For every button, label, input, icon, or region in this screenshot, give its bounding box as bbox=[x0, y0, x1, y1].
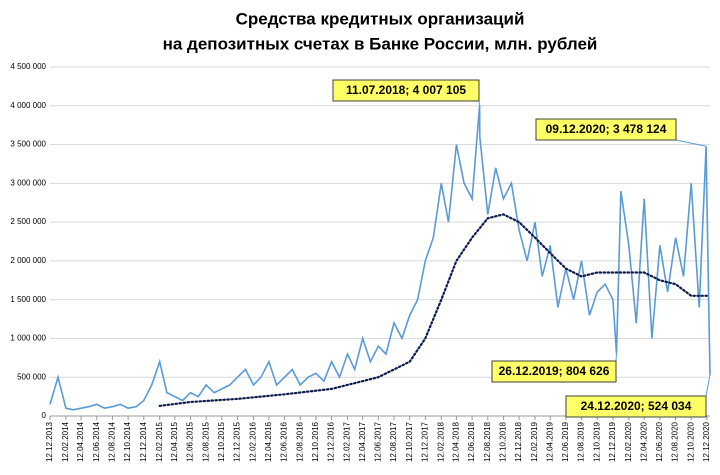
x-tick-label: 12.04.2019 bbox=[545, 421, 554, 462]
x-tick-label: 12.08.2020 bbox=[671, 421, 680, 462]
x-tick-label: 12.04.2014 bbox=[76, 421, 85, 462]
y-tick-label: 500 000 bbox=[17, 372, 46, 381]
x-tick-label: 12.10.2019 bbox=[592, 421, 601, 462]
x-tick-label: 12.12.2013 bbox=[45, 421, 54, 462]
x-tick-label: 12.02.2015 bbox=[155, 421, 164, 462]
x-tick-label: 12.12.2014 bbox=[139, 421, 148, 462]
x-tick-label: 12.06.2018 bbox=[467, 421, 476, 462]
x-tick-label: 12.04.2015 bbox=[170, 421, 179, 462]
x-tick-label: 12.02.2016 bbox=[249, 421, 258, 462]
x-tick-label: 12.02.2017 bbox=[343, 421, 352, 462]
y-tick-label: 0 bbox=[42, 411, 47, 420]
x-tick-label: 12.02.2019 bbox=[530, 421, 539, 462]
chart-title: на депозитных счетах в Банке России, млн… bbox=[163, 34, 598, 53]
x-tick-label: 12.08.2015 bbox=[201, 421, 210, 462]
x-tick-label: 12.04.2016 bbox=[264, 421, 273, 462]
y-tick-label: 2 500 000 bbox=[10, 217, 46, 226]
x-tick-label: 12.02.2014 bbox=[61, 421, 70, 462]
x-tick-label: 12.10.2016 bbox=[311, 421, 320, 462]
x-tick-label: 12.10.2017 bbox=[405, 421, 414, 462]
x-tick-label: 12.06.2014 bbox=[92, 421, 101, 462]
y-tick-label: 4 000 000 bbox=[10, 101, 46, 110]
x-tick-label: 12.12.2015 bbox=[233, 421, 242, 462]
y-tick-label: 4 500 000 bbox=[10, 62, 46, 71]
x-tick-label: 12.08.2018 bbox=[483, 421, 492, 462]
y-tick-label: 3 500 000 bbox=[10, 140, 46, 149]
x-tick-label: 12.12.2016 bbox=[327, 421, 336, 462]
chart-title: Средства кредитных организаций bbox=[236, 9, 525, 28]
x-tick-label: 12.06.2020 bbox=[655, 421, 664, 462]
x-tick-label: 12.08.2014 bbox=[108, 421, 117, 462]
x-tick-label: 12.10.2014 bbox=[123, 421, 132, 462]
x-tick-label: 12.12.2020 bbox=[702, 421, 711, 462]
x-tick-label: 12.10.2018 bbox=[499, 421, 508, 462]
x-tick-label: 12.06.2019 bbox=[561, 421, 570, 462]
x-tick-label: 12.08.2016 bbox=[295, 421, 304, 462]
y-tick-label: 1 500 000 bbox=[10, 295, 46, 304]
x-tick-label: 12.08.2017 bbox=[389, 421, 398, 462]
x-tick-label: 12.06.2016 bbox=[280, 421, 289, 462]
x-tick-label: 12.04.2017 bbox=[358, 421, 367, 462]
x-tick-label: 12.10.2020 bbox=[686, 421, 695, 462]
annotation: 11.07.2018; 4 007 105 bbox=[346, 83, 466, 97]
annotation-leader bbox=[479, 101, 480, 105]
x-tick-label: 12.08.2019 bbox=[577, 421, 586, 462]
x-tick-label: 12.04.2018 bbox=[452, 421, 461, 462]
y-tick-label: 3 000 000 bbox=[10, 178, 46, 187]
annotation: 09.12.2020; 3 478 124 bbox=[546, 122, 667, 136]
x-tick-label: 12.06.2017 bbox=[373, 421, 382, 462]
x-tick-label: 12.12.2019 bbox=[608, 421, 617, 462]
annotation: 26.12.2019; 804 626 bbox=[499, 364, 610, 378]
y-tick-label: 1 000 000 bbox=[10, 334, 46, 343]
x-tick-label: 12.12.2018 bbox=[514, 421, 523, 462]
y-tick-label: 2 000 000 bbox=[10, 256, 46, 265]
x-tick-label: 12.10.2015 bbox=[217, 421, 226, 462]
x-tick-label: 12.04.2020 bbox=[639, 421, 648, 462]
annotation: 24.12.2020; 524 034 bbox=[581, 399, 692, 413]
x-tick-label: 12.06.2015 bbox=[186, 421, 195, 462]
x-tick-label: 12.12.2017 bbox=[420, 421, 429, 462]
x-tick-label: 12.02.2020 bbox=[624, 421, 633, 462]
x-tick-label: 12.02.2018 bbox=[436, 421, 445, 462]
